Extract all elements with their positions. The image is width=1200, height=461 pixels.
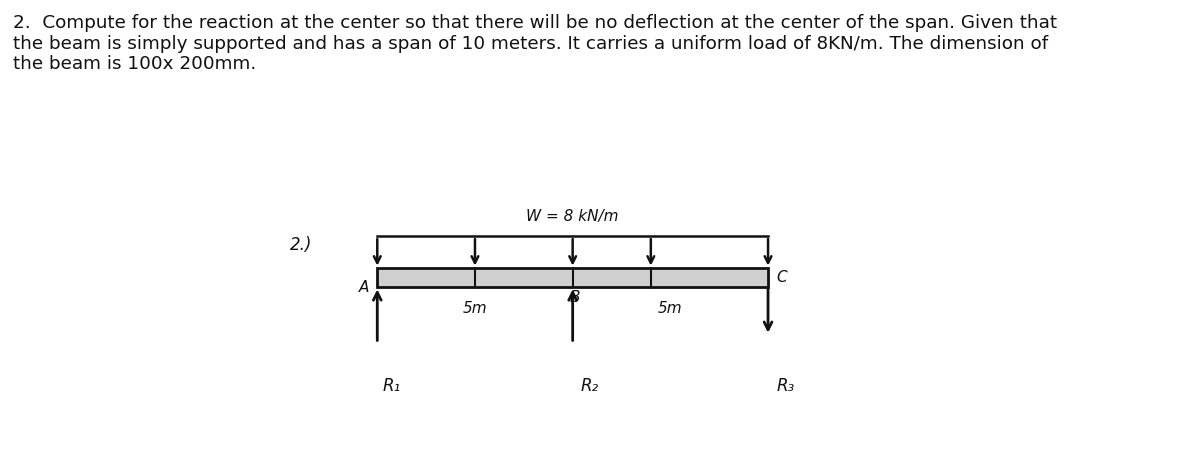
Text: 2.  Compute for the reaction at the center so that there will be no deflection a: 2. Compute for the reaction at the cente… (13, 14, 1057, 73)
